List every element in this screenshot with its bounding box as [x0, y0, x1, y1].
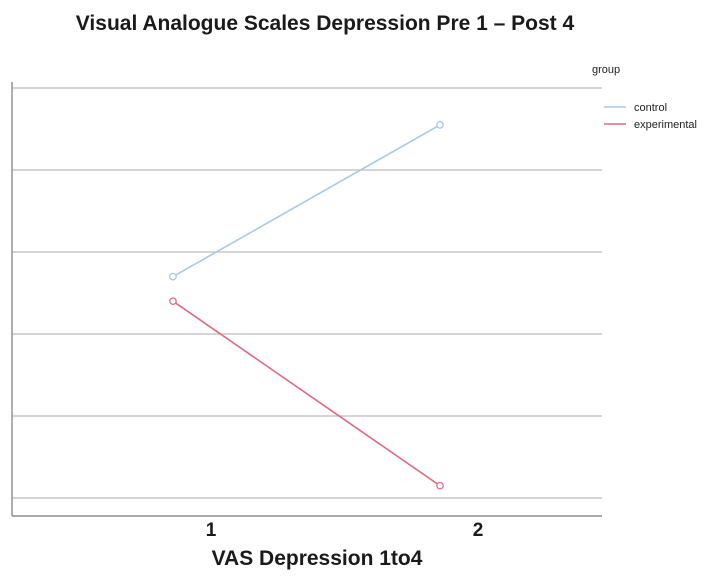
gridlines — [12, 88, 602, 498]
data-point-experimental — [170, 298, 176, 304]
data-point-control — [437, 122, 443, 128]
legend-title: group — [592, 64, 620, 76]
chart-title: Visual Analogue Scales Depression Pre 1 … — [76, 12, 575, 35]
legend-label-experimental: experimental — [634, 119, 697, 131]
data-point-control — [170, 273, 176, 279]
x-tick-label: 2 — [473, 520, 484, 541]
series-line-control — [173, 125, 440, 277]
series-line-experimental — [173, 301, 440, 486]
x-axis-label: VAS Depression 1to4 — [212, 547, 423, 570]
data-point-experimental — [437, 483, 443, 489]
legend: group control experimental — [592, 64, 697, 131]
data-series — [170, 122, 443, 489]
x-tick-label: 1 — [206, 520, 217, 541]
legend-label-control: control — [634, 102, 667, 114]
